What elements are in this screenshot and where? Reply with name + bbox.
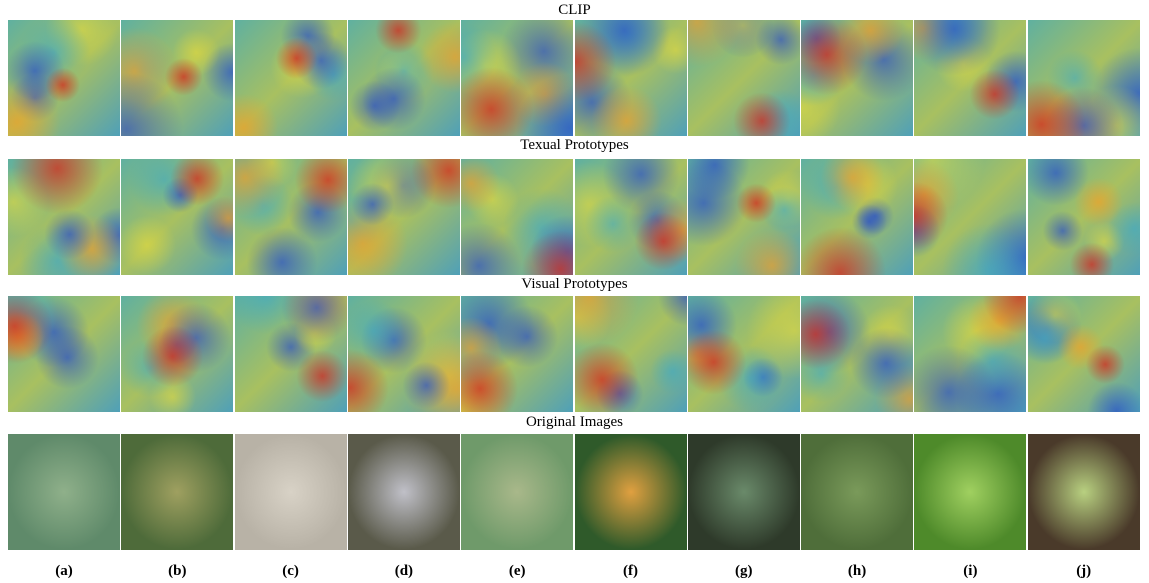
original-image — [461, 434, 573, 550]
heatmap-image — [575, 159, 687, 275]
original-image — [1028, 434, 1140, 550]
heatmap-image — [1028, 296, 1140, 412]
row-title: Visual Prototypes — [0, 275, 1149, 293]
original-image — [914, 434, 1026, 550]
original-image — [235, 434, 347, 550]
heatmap-image — [914, 20, 1026, 136]
row-title: Texual Prototypes — [0, 136, 1149, 154]
heatmap-image — [575, 20, 687, 136]
heatmap-image — [121, 159, 233, 275]
column-label: (e) — [461, 563, 573, 580]
heatmap-image — [8, 159, 120, 275]
heatmap-image — [1028, 20, 1140, 136]
heatmap-image — [688, 20, 800, 136]
column-label: (j) — [1028, 563, 1140, 580]
original-image — [801, 434, 913, 550]
original-image — [348, 434, 460, 550]
heatmap-image — [688, 159, 800, 275]
row-title: CLIP — [0, 1, 1149, 19]
original-image — [121, 434, 233, 550]
heatmap-image — [688, 296, 800, 412]
heatmap-image — [121, 20, 233, 136]
heatmap-image — [914, 159, 1026, 275]
row-title: Original Images — [0, 413, 1149, 431]
heatmap-image — [348, 296, 460, 412]
original-image — [688, 434, 800, 550]
figure: CLIP Texual Prototypes Visual Prototypes Or… — [0, 0, 1149, 583]
heatmap-image — [801, 159, 913, 275]
column-label: (h) — [801, 563, 913, 580]
heatmap-image — [235, 159, 347, 275]
heatmap-image — [348, 159, 460, 275]
heatmap-image — [801, 20, 913, 136]
column-label: (d) — [348, 563, 460, 580]
heatmap-image — [914, 296, 1026, 412]
column-label: (b) — [121, 563, 233, 580]
column-label: (g) — [688, 563, 800, 580]
heatmap-image — [1028, 159, 1140, 275]
heatmap-image — [575, 296, 687, 412]
heatmap-image — [801, 296, 913, 412]
column-label: (f) — [575, 563, 687, 580]
heatmap-image — [461, 159, 573, 275]
original-image — [8, 434, 120, 550]
heatmap-image — [461, 20, 573, 136]
original-image — [575, 434, 687, 550]
column-label: (a) — [8, 563, 120, 580]
column-label: (i) — [914, 563, 1026, 580]
heatmap-image — [8, 20, 120, 136]
heatmap-image — [121, 296, 233, 412]
heatmap-image — [348, 20, 460, 136]
heatmap-image — [235, 20, 347, 136]
heatmap-image — [8, 296, 120, 412]
heatmap-image — [235, 296, 347, 412]
heatmap-image — [461, 296, 573, 412]
column-label: (c) — [235, 563, 347, 580]
